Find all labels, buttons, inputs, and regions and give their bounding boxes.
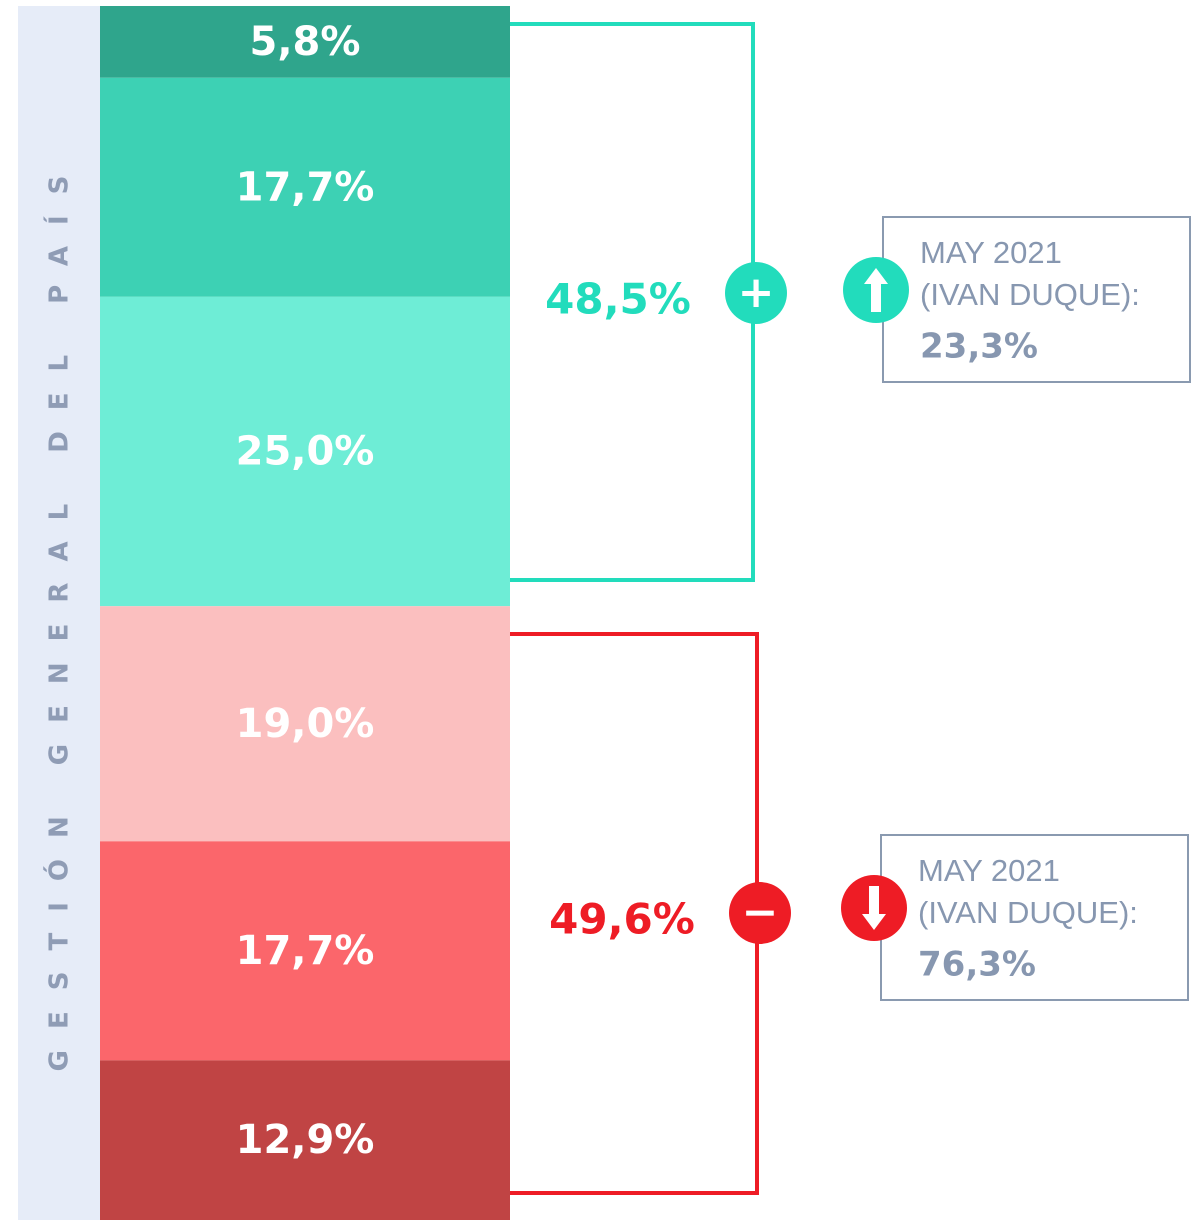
bar-segment xyxy=(100,606,510,842)
axis-label: GESTIÓN GENERAL DEL PAÍS xyxy=(43,155,75,1072)
segment-label: 25,0% xyxy=(236,429,375,475)
segment-label: 19,0% xyxy=(236,701,375,747)
sign: − xyxy=(742,887,779,938)
note-text: MAY 2021 xyxy=(920,235,1062,270)
note-text: MAY 2021 xyxy=(918,853,1060,888)
note-value: 76,3% xyxy=(918,945,1036,985)
sign-badge xyxy=(729,882,791,944)
segment-label: 5,8% xyxy=(250,19,361,65)
sign-badge xyxy=(725,262,787,324)
segment-label: 17,7% xyxy=(236,928,375,974)
arrow xyxy=(862,886,886,930)
note-text: (IVAN DUQUE): xyxy=(920,277,1140,312)
arrow xyxy=(864,268,888,312)
bar-segment xyxy=(100,6,510,78)
bar-segment xyxy=(100,841,510,1061)
segment-label: 12,9% xyxy=(236,1117,375,1163)
bar-segment xyxy=(100,1060,510,1220)
bar-segment xyxy=(100,296,510,607)
axis-band xyxy=(18,6,100,1220)
group-label: 49,6% xyxy=(549,895,695,944)
sign: + xyxy=(738,267,775,318)
bar-segment xyxy=(100,77,510,297)
note-value: 23,3% xyxy=(920,327,1038,367)
segment-label: 17,7% xyxy=(236,164,375,210)
group-label: 48,5% xyxy=(545,275,691,324)
note-text: (IVAN DUQUE): xyxy=(918,895,1138,930)
